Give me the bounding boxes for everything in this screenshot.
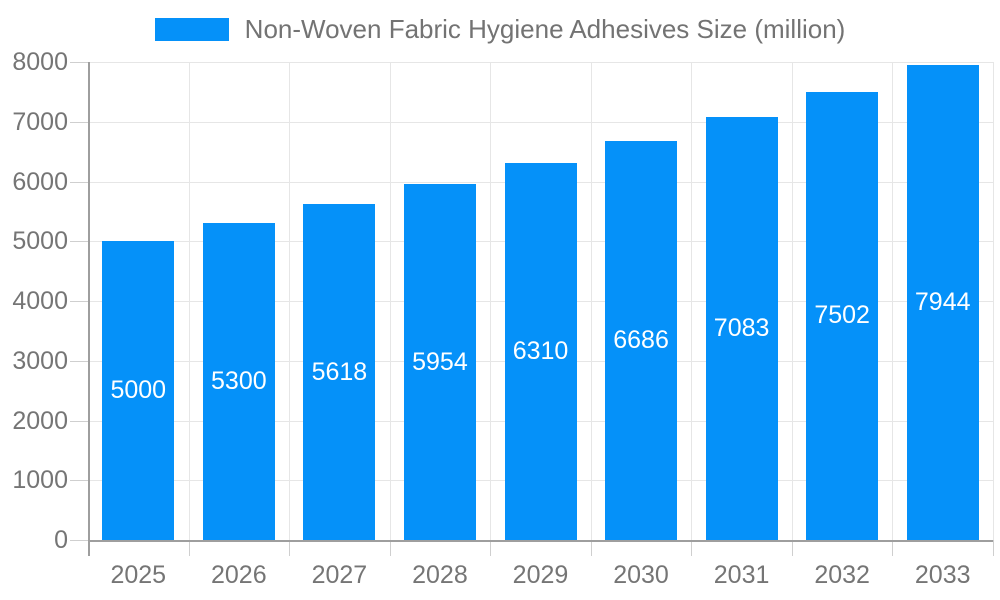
- y-axis-tick: [70, 181, 88, 183]
- y-tick-label: 4000: [12, 287, 68, 315]
- y-axis-tick: [70, 540, 88, 541]
- x-gridline: [389, 62, 391, 540]
- bar[interactable]: 5000: [102, 241, 175, 540]
- bar[interactable]: 7083: [705, 116, 778, 540]
- x-axis-tick: [590, 540, 592, 556]
- bar-value-label: 7502: [814, 301, 870, 330]
- bar-value-label: 5000: [110, 376, 167, 405]
- bar-value-label: 5300: [211, 367, 267, 396]
- x-gridline: [590, 62, 592, 540]
- y-tick-label: 1000: [12, 466, 68, 495]
- x-axis-tick: [993, 540, 994, 556]
- x-gridline: [993, 62, 994, 540]
- x-tick-label: 2031: [713, 561, 770, 589]
- x-axis-tick: [188, 540, 190, 556]
- y-axis-tick: [70, 480, 88, 482]
- y-tick-label: 6000: [12, 167, 68, 196]
- y-axis-tick: [70, 360, 88, 362]
- x-gridline: [691, 62, 693, 540]
- y-tick-label: 8000: [12, 48, 68, 76]
- bar[interactable]: 6686: [605, 140, 678, 540]
- y-axis-tick: [70, 301, 88, 302]
- x-tick-label: 2027: [311, 561, 368, 589]
- x-axis-tick: [490, 540, 492, 556]
- x-tick-label: 2029: [512, 561, 569, 589]
- legend-label[interactable]: Non-Woven Fabric Hygiene Adhesives Size …: [244, 14, 846, 44]
- bar[interactable]: 7502: [806, 91, 879, 540]
- x-axis-tick: [389, 540, 391, 556]
- y-tick-label: 0: [54, 526, 68, 554]
- x-tick-label: 2033: [914, 561, 971, 589]
- x-gridline: [791, 62, 793, 540]
- x-axis-tick: [289, 540, 291, 556]
- x-axis-line: [88, 540, 993, 542]
- bar-value-label: 5618: [311, 357, 368, 386]
- legend[interactable]: Non-Woven Fabric Hygiene Adhesives Size …: [0, 14, 1000, 45]
- x-tick-label: 2028: [412, 561, 468, 589]
- legend-swatch[interactable]: [154, 18, 229, 41]
- bar[interactable]: 5300: [202, 223, 275, 540]
- bar-value-label: 6686: [613, 325, 669, 354]
- y-axis-tick: [70, 241, 88, 243]
- bar[interactable]: 5954: [403, 184, 476, 540]
- x-tick-label: 2025: [110, 561, 167, 589]
- bar[interactable]: 6310: [504, 162, 577, 540]
- x-tick-label: 2030: [613, 561, 669, 589]
- x-tick-label: 2032: [814, 561, 870, 589]
- y-gridline: [88, 121, 993, 123]
- y-axis-line: [88, 62, 90, 556]
- y-tick-label: 2000: [12, 406, 68, 435]
- y-axis-tick: [70, 121, 88, 123]
- x-gridline: [892, 62, 894, 540]
- x-gridline: [289, 62, 291, 540]
- y-tick-label: 5000: [12, 227, 68, 256]
- x-axis-tick: [791, 540, 793, 556]
- x-tick-label: 2026: [211, 561, 267, 589]
- bar-value-label: 7083: [713, 313, 770, 342]
- x-axis-tick: [892, 540, 894, 556]
- bar[interactable]: 5618: [303, 204, 376, 540]
- y-tick-label: 7000: [12, 107, 68, 136]
- y-axis-tick: [70, 420, 88, 422]
- bar-value-label: 5954: [412, 347, 468, 376]
- y-tick-label: 3000: [12, 346, 68, 375]
- bar-value-label: 7944: [914, 288, 971, 317]
- x-gridline: [490, 62, 492, 540]
- x-axis-tick: [691, 540, 693, 556]
- y-gridline: [88, 62, 993, 63]
- bar[interactable]: 7944: [906, 65, 979, 540]
- bar-value-label: 6310: [512, 336, 569, 365]
- x-gridline: [188, 62, 190, 540]
- y-axis-tick: [70, 62, 88, 63]
